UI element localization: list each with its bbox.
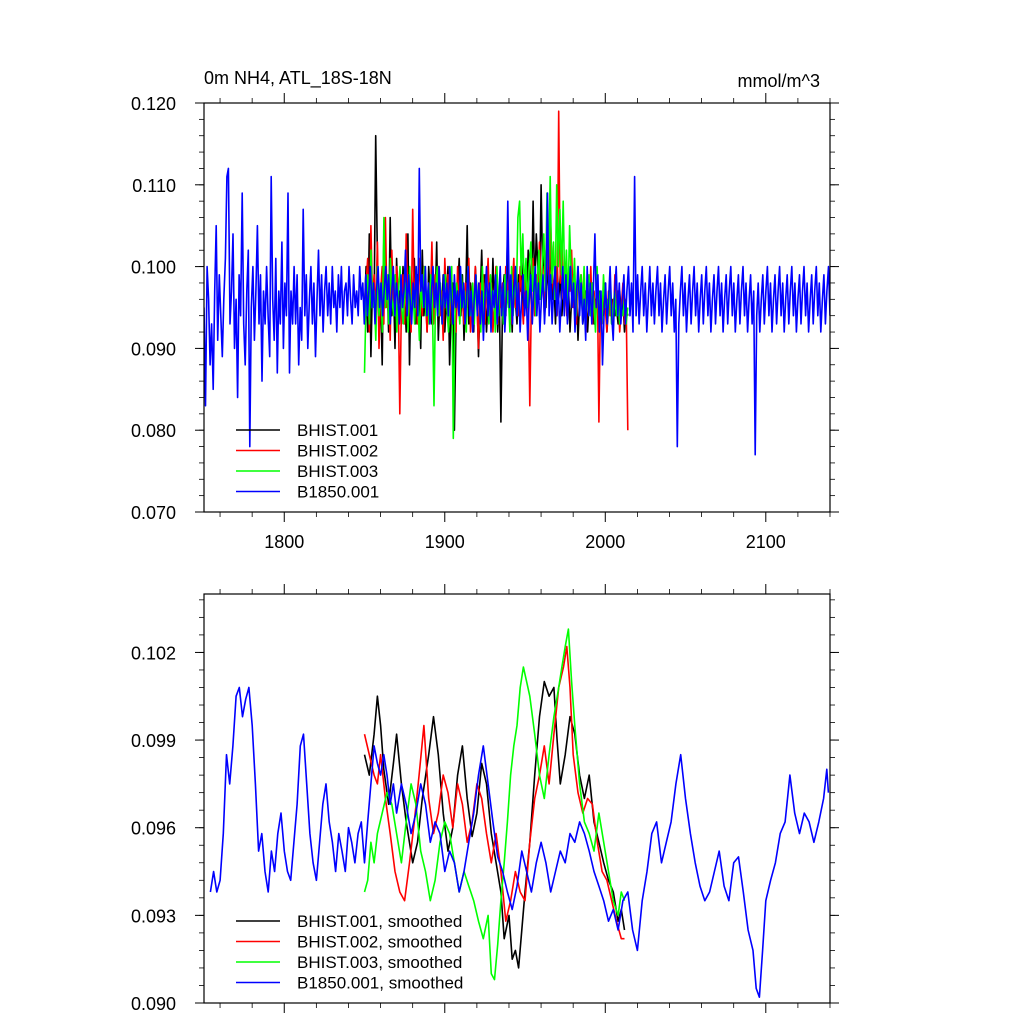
top-legend-label-1: BHIST.002 <box>297 442 378 461</box>
top-panel: 0m NH4, ATL_18S-18N mmol/m^3 0.0700.0800… <box>131 68 839 552</box>
top-y-tick-label: 0.070 <box>131 503 176 523</box>
top-plot-frame <box>203 102 831 513</box>
bottom-plot-frame <box>203 593 831 1004</box>
bottom-legend-label-1: BHIST.002, smoothed <box>297 933 462 952</box>
bottom-legend-label-2: BHIST.003, smoothed <box>297 953 462 972</box>
top-y-tick-label: 0.090 <box>131 339 176 359</box>
bottom-y-tick-label: 0.099 <box>131 731 176 751</box>
top-panel-units: mmol/m^3 <box>738 71 820 91</box>
bottom-legend-label-3: B1850.001, smoothed <box>297 974 463 993</box>
bottom-plot-area: 0.090 0.093 0.096 0.099 0.102 BHIST.001, smoo… <box>131 584 839 1014</box>
top-y-tick-label: 0.120 <box>131 94 176 114</box>
top-y-tick-label: 0.080 <box>131 421 176 441</box>
top-series-line-3 <box>204 167 830 456</box>
top-x-tick-label: 1900 <box>425 532 465 552</box>
bottom-y-tick-label: 0.096 <box>131 819 176 839</box>
top-legend-label-3: B1850.001 <box>297 483 379 502</box>
bottom-panel: 0.090 0.093 0.096 0.099 0.102 BHIST.001, smoo… <box>131 584 839 1014</box>
bottom-series-line-3 <box>209 686 830 998</box>
bottom-y-tick-label: 0.093 <box>131 906 176 926</box>
bottom-y-tick-label: 0.090 <box>131 994 176 1014</box>
bottom-series-line-1 <box>363 645 625 940</box>
bottom-legend-label-0: BHIST.001, smoothed <box>297 912 462 931</box>
top-y-tick-label: 0.100 <box>131 258 176 278</box>
top-panel-title: 0m NH4, ATL_18S-18N <box>204 68 392 89</box>
top-x-tick-label: 1800 <box>264 532 304 552</box>
top-legend-label-2: BHIST.003 <box>297 462 378 481</box>
bottom-y-tick-label: 0.102 <box>131 643 176 663</box>
top-x-tick-label: 2000 <box>585 532 625 552</box>
top-y-tick-label: 0.110 <box>132 176 176 196</box>
top-x-tick-label: 2100 <box>746 532 786 552</box>
top-legend-label-0: BHIST.001 <box>297 421 378 440</box>
top-plot-area: 0.070 0.080 0.090 0.100 0.110 0.120 1800 1900 20… <box>131 93 839 552</box>
